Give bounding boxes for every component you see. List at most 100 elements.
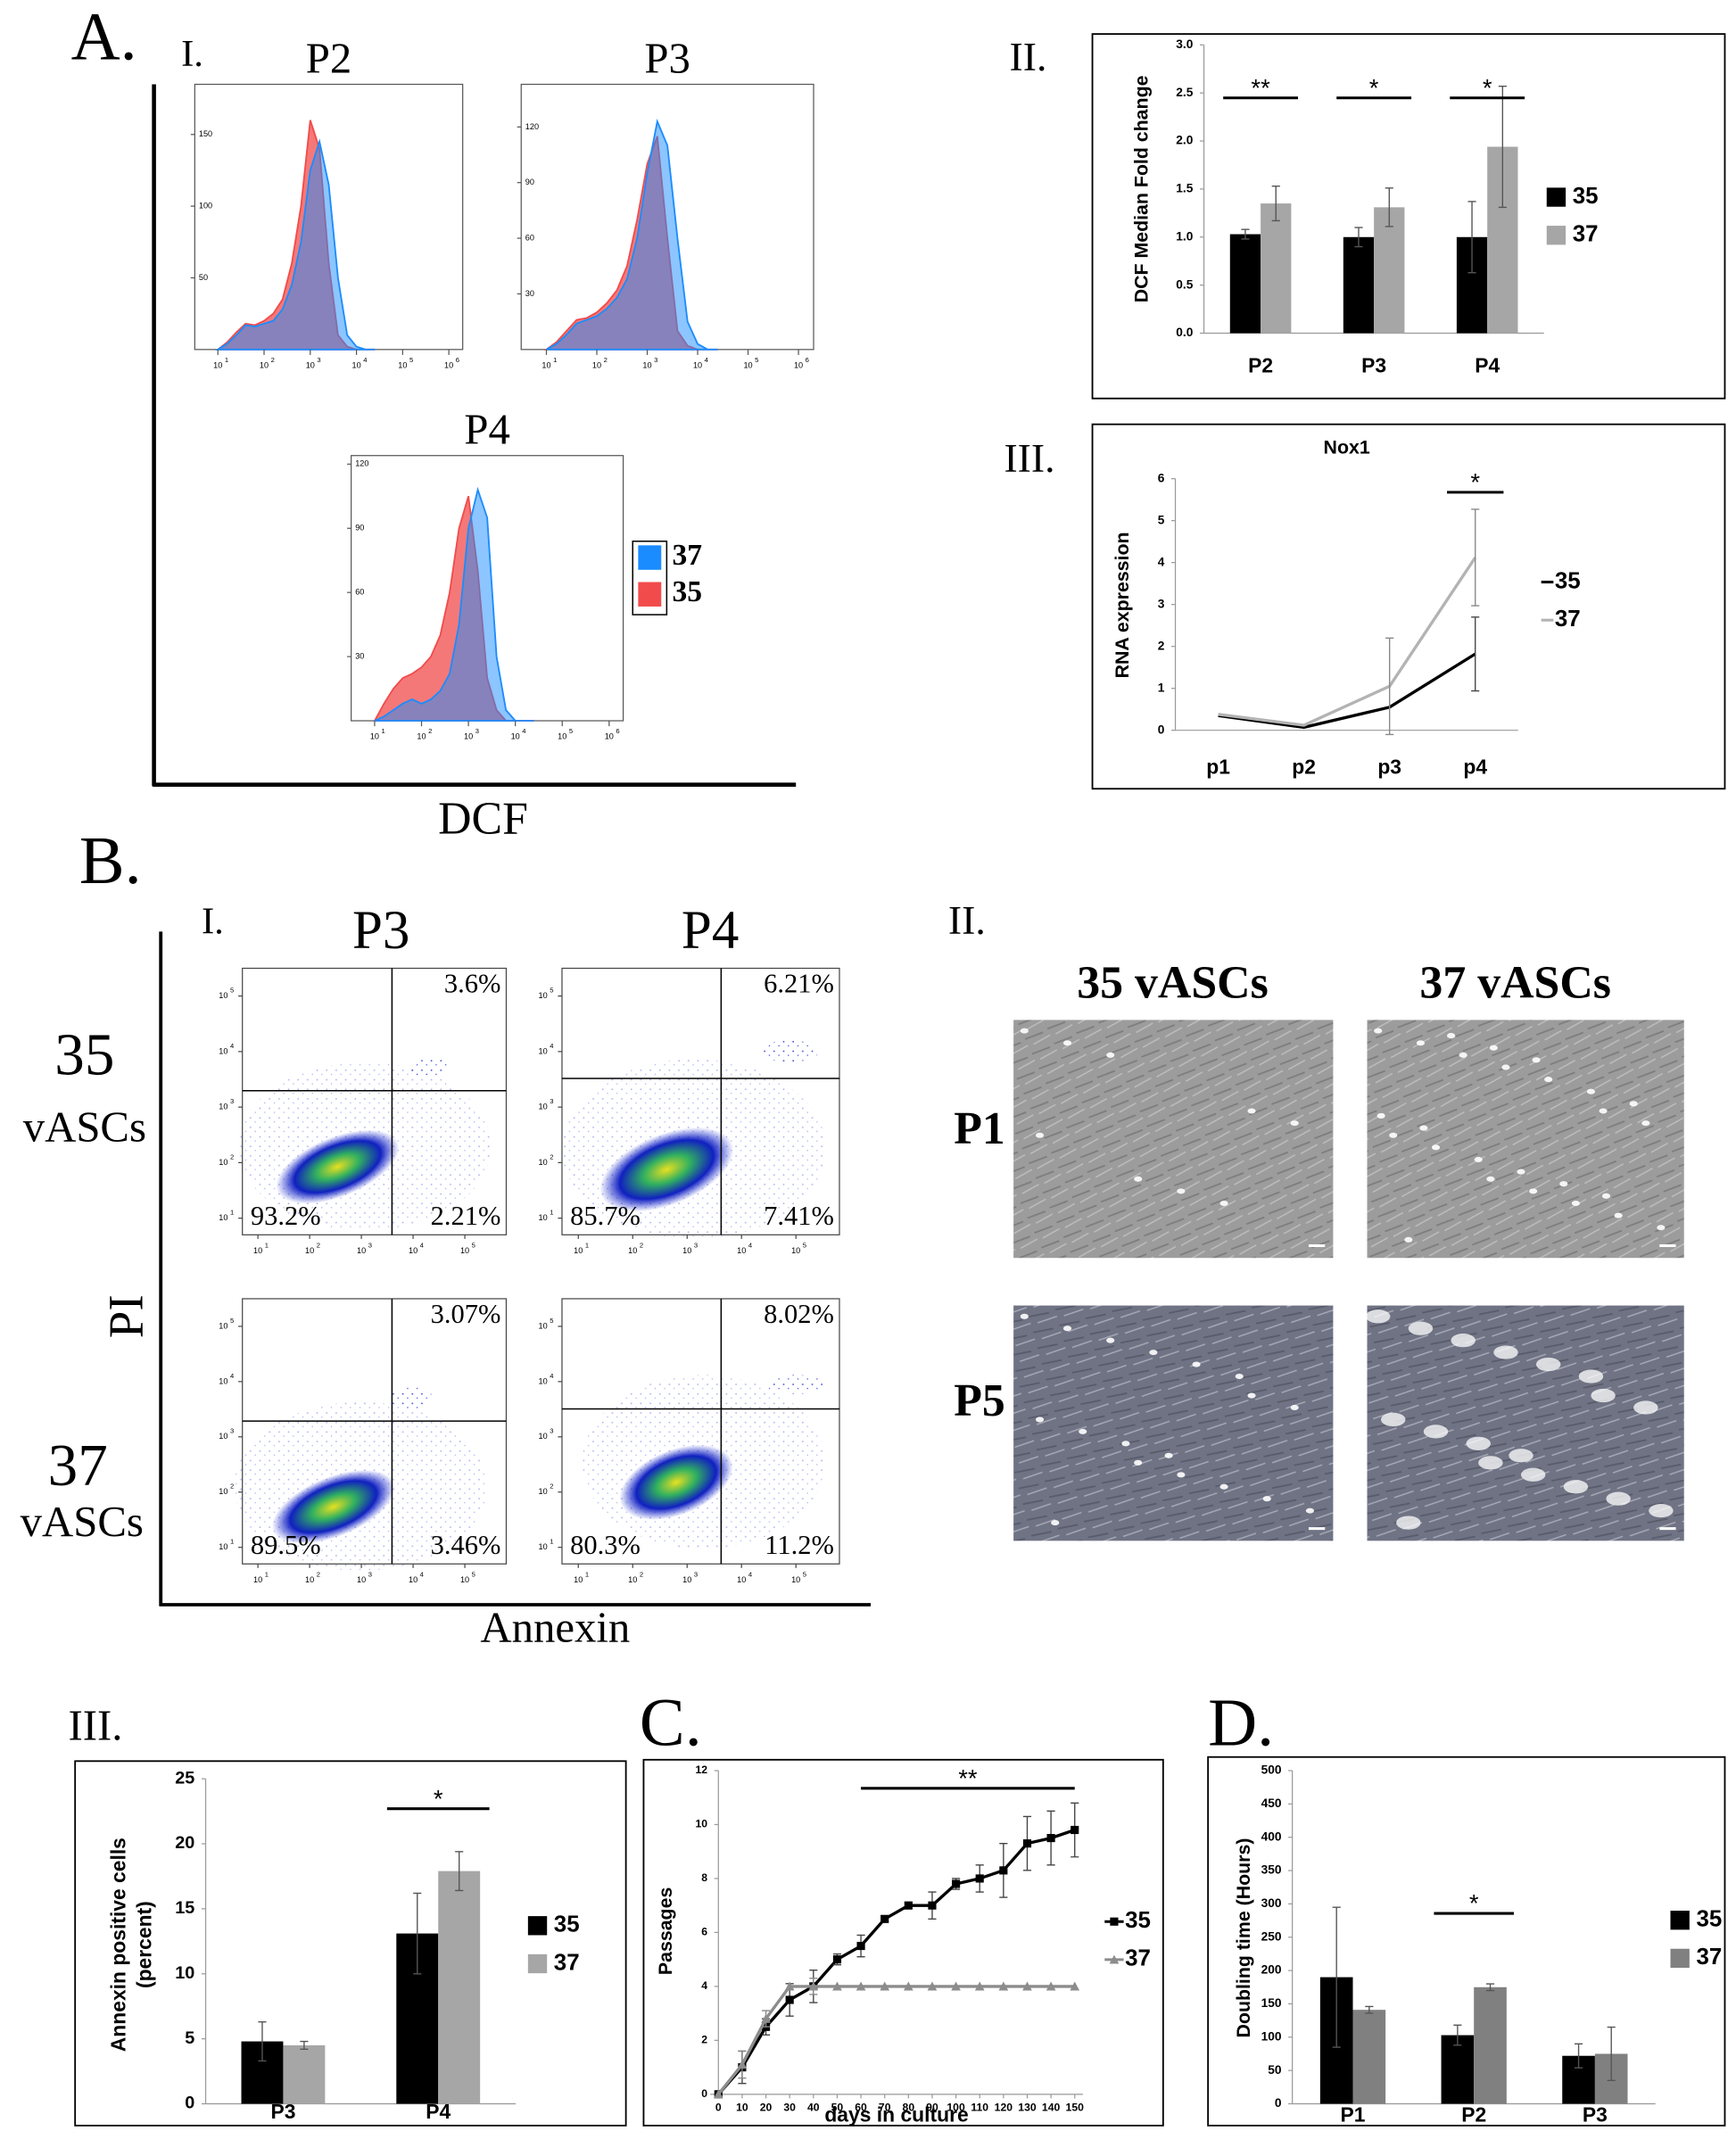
x-tick-base: 10 (464, 732, 473, 741)
x-tick-base: 10 (791, 1246, 800, 1255)
column-title: 37 vASCs (1419, 958, 1611, 1009)
cell-highlight (1606, 1491, 1631, 1506)
significance-label: * (1483, 74, 1492, 102)
cell-highlight (1062, 1040, 1072, 1046)
bar (1474, 1986, 1507, 2104)
y-tick-base: 10 (219, 1046, 227, 1055)
point (999, 1866, 1008, 1875)
legend-label: 35 (1573, 184, 1599, 209)
y-tick-exponent: 1 (230, 1209, 234, 1217)
x-tick-exponent: 4 (705, 356, 709, 364)
x-tick-base: 10 (409, 1246, 417, 1255)
point (951, 1981, 961, 1991)
y-tick-exponent: 2 (230, 1152, 234, 1160)
cell-highlight (1149, 1350, 1158, 1356)
error-bar (1354, 227, 1363, 248)
x-tick-label: P1 (1341, 2102, 1366, 2126)
cell-highlight (1532, 1057, 1541, 1063)
x-tick-base: 10 (541, 361, 550, 370)
x-tick-label: p3 (1377, 755, 1401, 778)
y-tick-base: 10 (539, 1046, 548, 1055)
cell-highlight (1219, 1483, 1228, 1490)
x-tick-exponent: 2 (604, 356, 608, 364)
row-title: 35 (54, 1021, 114, 1088)
x-tick-label: P4 (426, 2100, 451, 2123)
cell-highlight (1262, 1496, 1271, 1502)
y-tick-exponent: 3 (550, 1427, 553, 1435)
y-tick-base: 10 (219, 1103, 227, 1111)
point (737, 2060, 748, 2069)
event-cloud (271, 1469, 395, 1544)
x-tick-exponent: 1 (585, 1242, 589, 1250)
y-tick-label: 0 (1158, 723, 1165, 736)
y-tick-label: 0 (701, 2087, 707, 2100)
micrograph (1013, 1020, 1334, 1259)
x-tick-exponent: 4 (363, 356, 368, 364)
point (880, 1981, 890, 1991)
y-tick-label: 50 (1268, 2063, 1282, 2077)
cell-highlight (1376, 1112, 1385, 1119)
column-title: 35 vASCs (1077, 958, 1269, 1009)
cell-highlight (1586, 1088, 1596, 1094)
point (808, 1981, 819, 1991)
scale-bar (1659, 1243, 1676, 1248)
point (1022, 1981, 1032, 1991)
x-tick-base: 10 (253, 1575, 262, 1584)
error-bar (1453, 2024, 1462, 2046)
y-axis-label: Passages (655, 1887, 676, 1975)
point (832, 1981, 842, 1991)
bar (1229, 234, 1261, 334)
bar (1261, 203, 1292, 334)
point (1046, 1981, 1056, 1991)
x-tick-base: 10 (574, 1246, 583, 1255)
cell-highlight (1408, 1321, 1434, 1335)
legend-swatch (638, 582, 662, 607)
y-axis-label: RNA expression (1112, 532, 1133, 678)
x-tick-label: P3 (270, 2100, 295, 2123)
cell-highlight (1493, 1345, 1518, 1359)
x-tick-base: 10 (460, 1246, 469, 1255)
x-tick-base: 10 (682, 1575, 691, 1584)
panel-label: III. (1004, 435, 1054, 481)
y-axis-label: (percent) (132, 1901, 155, 1988)
bar (1352, 2010, 1386, 2104)
x-tick-label: 120 (995, 2101, 1013, 2113)
y-tick-label: 15 (175, 1898, 194, 1918)
y-tick-exponent: 4 (230, 1372, 235, 1380)
bar (1343, 236, 1375, 334)
point (975, 1874, 984, 1883)
cell-highlight (1020, 1028, 1029, 1034)
cell-highlight (1599, 1108, 1608, 1114)
x-tick-label: 20 (760, 2101, 773, 2113)
x-tick-base: 10 (460, 1575, 469, 1584)
y-tick-base: 10 (539, 1158, 548, 1167)
y-tick-label: 2 (701, 2034, 707, 2046)
chart-frame (1091, 423, 1726, 790)
quadrant-percent: 7.41% (764, 1201, 834, 1231)
cell-highlight (1591, 1388, 1616, 1403)
x-tick-exponent: 6 (456, 356, 459, 364)
y-tick-exponent: 3 (230, 1427, 234, 1435)
cell-highlight (1529, 1188, 1538, 1194)
y-tick-label: 60 (525, 233, 534, 242)
x-tick-exponent: 2 (640, 1242, 643, 1250)
y-tick-label: 0 (1275, 2096, 1282, 2110)
scale-bar (1308, 1527, 1326, 1531)
x-tick-exponent: 6 (616, 727, 619, 735)
legend-label: 35 (1125, 1908, 1151, 1933)
y-tick-label: 90 (355, 524, 364, 533)
cell-highlight (1121, 1441, 1130, 1447)
x-tick-label: 0 (715, 2101, 722, 2113)
row-subtitle: vASCs (21, 1498, 144, 1546)
cell-highlight (1474, 1156, 1483, 1163)
cell-highlight (1657, 1225, 1666, 1231)
x-tick-base: 10 (306, 361, 315, 370)
y-tick-base: 10 (539, 1542, 548, 1551)
point (1046, 1834, 1055, 1843)
legend-label: 37 (672, 539, 702, 572)
error-bar (1365, 2005, 1374, 2014)
legend-label: 37 (1125, 1946, 1151, 1971)
x-tick-base: 10 (417, 732, 426, 741)
cell-highlight (1641, 1120, 1650, 1127)
